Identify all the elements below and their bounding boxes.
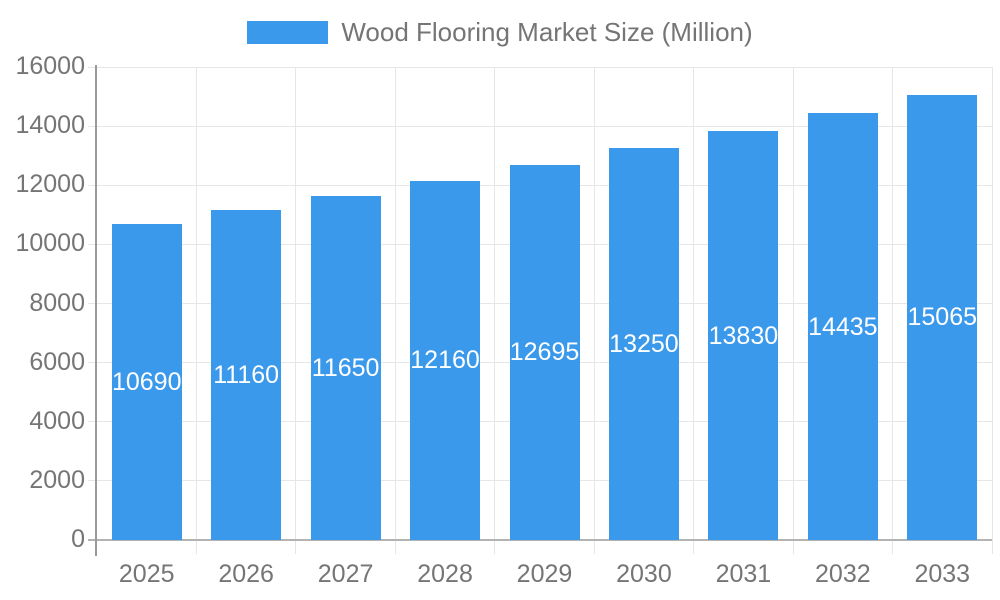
bar[interactable]: 14435 — [807, 113, 878, 540]
y-axis-tick-label: 6000 — [29, 347, 85, 376]
x-axis-tick-label: 2033 — [914, 560, 971, 588]
bar-value-label: 11160 — [213, 361, 280, 390]
x-gridline — [892, 67, 894, 554]
x-gridline — [394, 67, 396, 554]
bar-value-label: 10690 — [111, 367, 182, 396]
y-axis-tick-label: 10000 — [15, 229, 85, 258]
x-axis-tick-label: 2032 — [815, 560, 871, 588]
x-axis-tick-label: 2030 — [616, 560, 672, 588]
x-axis-tick-label: 2028 — [417, 560, 473, 588]
x-axis-tick-label: 2026 — [218, 560, 274, 588]
x-gridline — [792, 67, 794, 554]
x-axis-tick-label: 2029 — [516, 560, 573, 588]
x-axis-line — [88, 539, 992, 541]
x-gridline — [295, 67, 297, 554]
y-gridline — [88, 125, 992, 127]
bar[interactable]: 11160 — [211, 210, 282, 540]
legend-swatch — [247, 20, 329, 44]
y-axis-tick-label: 0 — [71, 525, 85, 553]
legend-label: Wood Flooring Market Size (Million) — [341, 17, 753, 47]
x-gridline — [195, 67, 197, 554]
bar-value-label: 13250 — [609, 330, 679, 359]
bar-value-label: 14435 — [808, 312, 878, 341]
y-axis-tick-label: 4000 — [29, 406, 85, 435]
bar-value-label: 12695 — [509, 338, 580, 367]
bar-value-label: 15065 — [907, 303, 978, 332]
y-axis-tick-label: 14000 — [15, 111, 85, 140]
bar[interactable]: 13250 — [608, 148, 679, 540]
y-axis-line — [95, 65, 97, 556]
x-axis-tick-label: 2031 — [715, 560, 772, 588]
y-gridline — [88, 66, 992, 68]
bar[interactable]: 10690 — [111, 223, 182, 540]
y-axis-tick-label: 2000 — [29, 465, 85, 494]
x-gridline — [991, 67, 993, 554]
x-gridline — [494, 67, 496, 554]
bar-value-label: 13830 — [708, 321, 779, 350]
bar-value-label: 12160 — [410, 346, 480, 375]
y-axis-tick-label: 12000 — [15, 170, 85, 199]
y-axis-tick-label: 8000 — [29, 288, 85, 317]
legend[interactable]: Wood Flooring Market Size (Million) — [0, 18, 1000, 46]
x-gridline — [693, 67, 695, 554]
bar-value-label: 11650 — [311, 353, 380, 382]
bar[interactable]: 12695 — [509, 164, 580, 540]
x-axis-tick-label: 2025 — [118, 560, 175, 588]
bar[interactable]: 11650 — [310, 195, 381, 540]
x-gridline — [593, 67, 595, 554]
bar[interactable]: 15065 — [907, 94, 978, 540]
x-axis-tick-label: 2027 — [317, 560, 374, 588]
bar[interactable]: 13830 — [708, 131, 779, 540]
bar[interactable]: 12160 — [410, 180, 481, 540]
y-axis-tick-label: 16000 — [15, 52, 85, 80]
